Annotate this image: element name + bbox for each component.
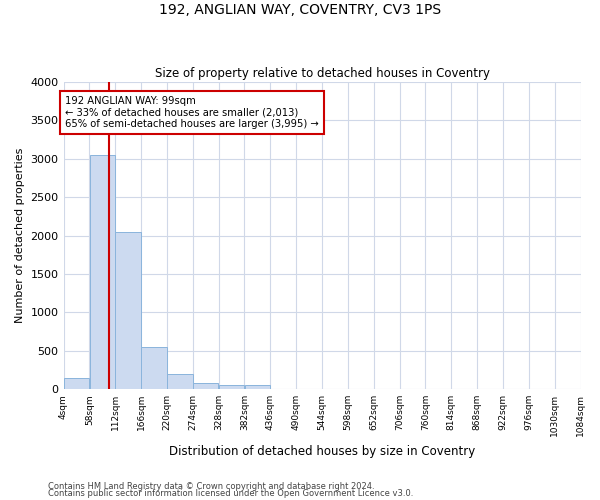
Title: Size of property relative to detached houses in Coventry: Size of property relative to detached ho…: [155, 66, 490, 80]
Bar: [64, 378, 89, 389]
Bar: [193, 384, 218, 389]
Bar: [219, 386, 244, 389]
Y-axis label: Number of detached properties: Number of detached properties: [15, 148, 25, 324]
Bar: [142, 347, 167, 389]
Text: 192 ANGLIAN WAY: 99sqm
← 33% of detached houses are smaller (2,013)
65% of semi-: 192 ANGLIAN WAY: 99sqm ← 33% of detached…: [65, 96, 319, 129]
Bar: [245, 386, 270, 389]
Bar: [89, 155, 115, 389]
Bar: [167, 374, 193, 389]
Text: Contains HM Land Registry data © Crown copyright and database right 2024.: Contains HM Land Registry data © Crown c…: [48, 482, 374, 491]
X-axis label: Distribution of detached houses by size in Coventry: Distribution of detached houses by size …: [169, 444, 475, 458]
Text: Contains public sector information licensed under the Open Government Licence v3: Contains public sector information licen…: [48, 489, 413, 498]
Bar: [115, 232, 141, 389]
Text: 192, ANGLIAN WAY, COVENTRY, CV3 1PS: 192, ANGLIAN WAY, COVENTRY, CV3 1PS: [159, 2, 441, 16]
